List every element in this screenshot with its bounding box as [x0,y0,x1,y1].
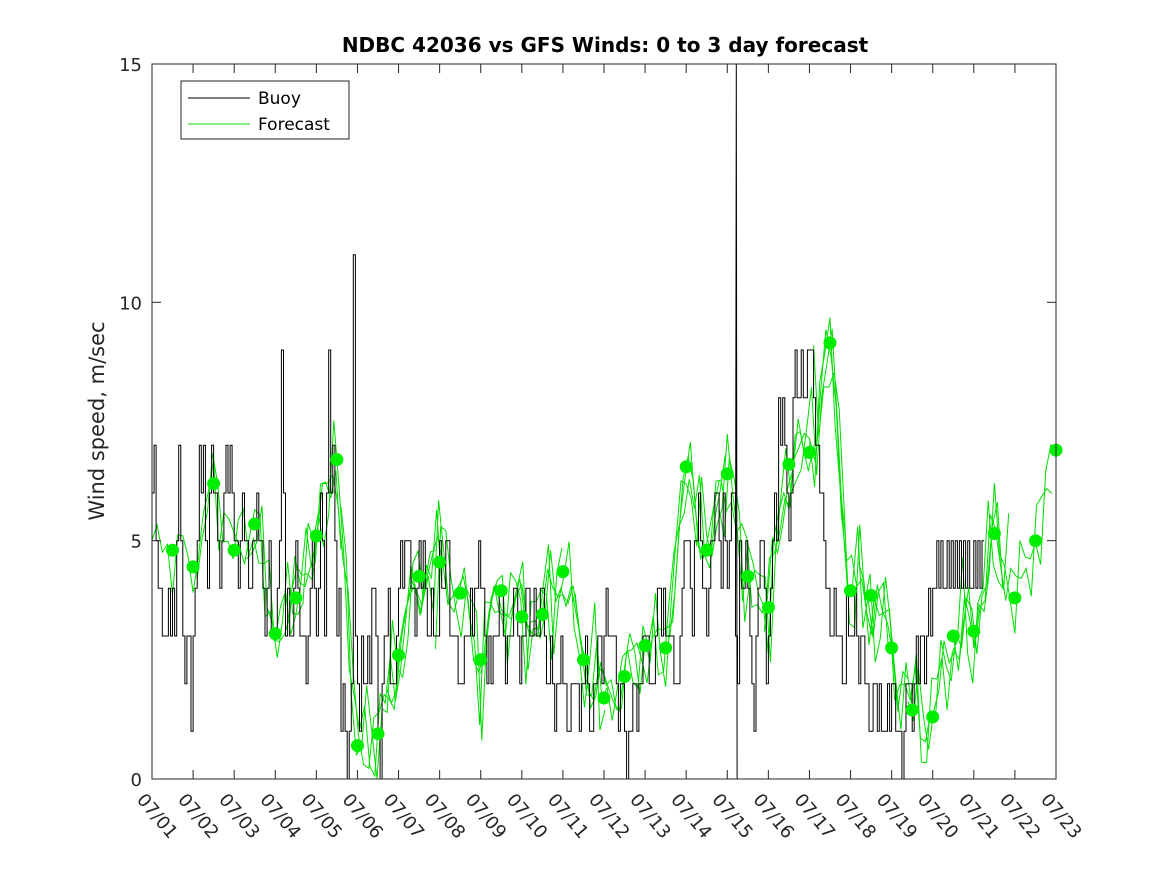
chart-title: NDBC 42036 vs GFS Winds: 0 to 3 day fore… [342,33,869,57]
forecast-marker [741,569,755,583]
legend: Buoy Forecast [180,80,350,140]
forecast-run-line [291,473,436,770]
forecast-marker [412,569,426,583]
forecast-marker [433,555,447,569]
y-tick-label: 5 [131,532,142,553]
y-tick-label: 10 [119,293,142,314]
forecast-marker [392,648,405,662]
forecast-marker [946,629,960,643]
forecast-marker [494,584,508,598]
forecast-run-line [246,420,443,778]
forecast-markers [166,336,1063,753]
forecast-marker [864,589,878,602]
y-axis-label: Wind speed, m/sec [85,321,109,520]
forecast-run-line [435,525,606,741]
legend-box [180,80,350,140]
legend-buoy-label: Buoy [258,89,301,109]
forecast-marker [638,639,652,652]
forecast-marker [371,727,385,741]
y-tick-label: 0 [131,770,142,791]
forecast-marker [556,565,570,579]
forecast-marker [823,336,837,350]
forecast-run-line [151,460,322,640]
forecast-marker [207,477,221,490]
forecast-marker [166,543,179,557]
forecast-marker [597,691,611,705]
forecast-marker [761,600,775,614]
forecast-marker [618,670,631,683]
forecast-marker [227,543,241,557]
forecast-run-line [480,569,625,713]
forecast-marker [186,560,200,574]
forecast-marker [926,710,940,724]
forecast-marker [248,517,262,531]
forecast-run-line [340,500,563,780]
forecast-marker [782,457,796,471]
forecast-marker [453,586,467,600]
legend-forecast-label: Forecast [258,115,330,135]
forecast-marker [351,739,364,753]
forecast-marker [577,653,590,667]
forecast-marker [803,446,816,459]
forecast-run-line [385,536,531,705]
forecast-marker [330,453,344,467]
y-axis: 0 5 10 15 [119,55,1056,791]
forecast-marker [700,543,714,557]
forecast-marker [679,460,693,474]
forecast-marker [905,703,919,717]
forecast-marker [659,641,673,655]
forecast-marker [987,527,1001,540]
forecast-marker [515,610,529,624]
forecast-marker [1029,534,1042,548]
forecast-run-line [624,317,846,694]
forecast-marker [1008,591,1022,605]
forecast-marker [844,584,857,598]
forecast-marker [967,624,981,638]
forecast-run-line [763,329,909,712]
forecast-marker [289,591,303,605]
forecast-marker [309,529,323,543]
forecast-marker [474,653,488,667]
forecast-run-line [952,443,1057,671]
forecast-run-line [669,419,815,638]
forecast-marker [268,627,282,641]
forecast-marker [720,467,734,481]
forecast-marker [535,608,549,621]
y-tick-label: 15 [119,55,142,76]
forecast-marker [885,641,899,655]
